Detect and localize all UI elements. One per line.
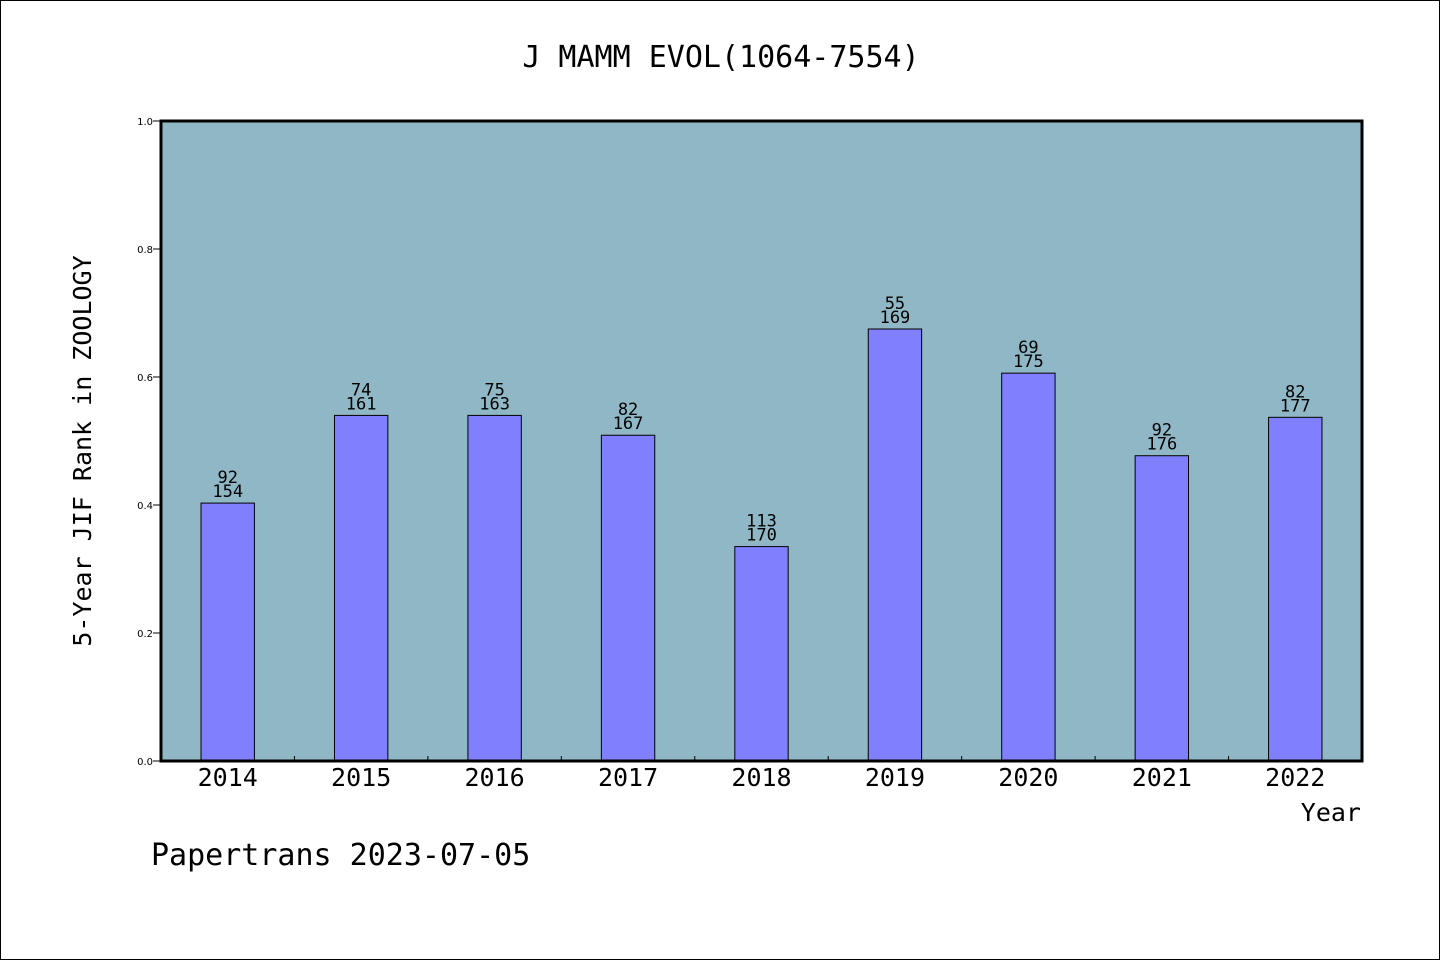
bar-total-label: 167 — [613, 414, 644, 434]
x-tick-label: 2020 — [998, 763, 1058, 792]
x-tick-label: 2021 — [1132, 763, 1192, 792]
x-tick-label: 2022 — [1265, 763, 1325, 792]
bar-2016 — [467, 414, 522, 762]
bar-rank-label: 92 — [217, 468, 237, 488]
bar-total-label: 175 — [1013, 352, 1044, 372]
bar-total-label: 169 — [880, 308, 911, 328]
bar-rank-label: 82 — [1285, 382, 1305, 402]
bar-2015 — [333, 414, 389, 762]
x-tick-label: 2017 — [598, 763, 658, 792]
bar-rank-label: 69 — [1018, 338, 1038, 358]
y-tick-label: 1.0 — [137, 117, 153, 128]
bar-total-label: 161 — [346, 394, 377, 414]
x-tick-label: 2019 — [865, 763, 925, 792]
y-tick-label: 0.2 — [137, 629, 153, 640]
bar-2017 — [600, 434, 656, 762]
x-axis-ticks: 2014 2015 2016 2017 2018 2019 2020 2021 2022 — [198, 756, 1325, 792]
bar-2022 — [1268, 416, 1323, 762]
bar-total-label: 176 — [1146, 435, 1177, 455]
y-tick-label: 0.6 — [137, 373, 153, 384]
bar-2018 — [734, 546, 789, 762]
bar-total-label: 154 — [212, 482, 243, 502]
bar-rank-label: 75 — [484, 380, 504, 400]
bar-rank-label: 113 — [746, 512, 777, 532]
y-tick-label: 0.4 — [137, 501, 153, 512]
y-axis-ticks: 0.0 0.2 0.4 0.6 0.8 1.0 — [137, 117, 161, 768]
bar-2019 — [867, 328, 923, 762]
chart-title: J MAMM EVOL(1064-7554) — [522, 40, 919, 75]
bar-rank-label: 55 — [885, 294, 905, 314]
bar-total-label: 170 — [746, 526, 777, 546]
bar-2020 — [1001, 372, 1056, 762]
bar-rank-label: 74 — [351, 380, 371, 400]
bar-total-label: 177 — [1280, 396, 1311, 416]
footer-credit: Papertrans 2023-07-05 — [151, 838, 530, 873]
bar-2021 — [1134, 455, 1190, 762]
bar-rank-label: 92 — [1152, 421, 1172, 441]
y-tick-label: 0.8 — [137, 245, 153, 256]
x-tick-label: 2018 — [731, 763, 791, 792]
x-axis-label: Year — [1301, 798, 1361, 827]
bar-series — [200, 328, 1323, 762]
bar-2014 — [200, 502, 255, 762]
bar-rank-label: 82 — [618, 400, 638, 420]
bar-total-label: 163 — [479, 394, 510, 414]
x-tick-label: 2015 — [331, 763, 391, 792]
x-tick-label: 2016 — [465, 763, 525, 792]
y-axis-label: 5-Year JIF Rank in ZOOLOGY — [68, 255, 97, 646]
y-tick-label: 0.0 — [137, 757, 153, 768]
x-tick-label: 2014 — [198, 763, 258, 792]
plot-area — [159, 119, 1364, 763]
